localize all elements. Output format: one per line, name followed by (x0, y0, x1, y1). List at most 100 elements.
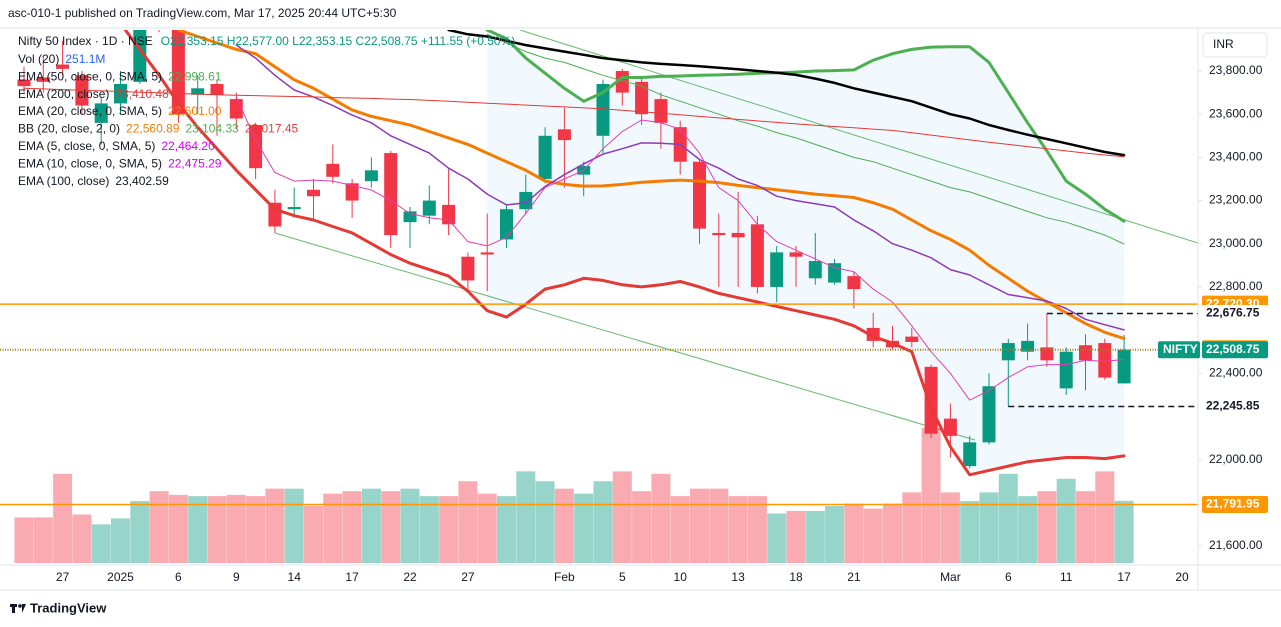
candle-body (770, 252, 784, 287)
volume-bar (747, 496, 767, 563)
legend-value: 22,464.20 (161, 139, 215, 153)
candle-body (422, 200, 436, 216)
price-tag (1202, 305, 1268, 323)
candle-body (1021, 340, 1035, 352)
volume-bar (1037, 491, 1057, 563)
indicator-line (486, 33, 1125, 245)
candle-body (384, 153, 398, 236)
volume-bar (72, 514, 92, 563)
trend-line (519, 30, 1198, 244)
candle-body (56, 64, 70, 69)
legend-value: 22,601.00 (168, 104, 222, 118)
volume-bar (439, 496, 459, 563)
candle-body (943, 418, 957, 436)
volume-bar (149, 491, 169, 563)
candle-body (1040, 347, 1054, 361)
x-tick-label: Feb (554, 570, 575, 584)
candle-body (480, 252, 494, 255)
y-tick-label: 23,800.00 (1209, 63, 1263, 77)
x-tick-label: 9 (233, 570, 240, 584)
x-tick-label: 10 (674, 570, 688, 584)
candle-body (808, 261, 822, 279)
volume-bar (304, 506, 323, 563)
indicator-line (235, 96, 1125, 401)
volume-bar (863, 508, 883, 563)
volume-bar (516, 471, 536, 563)
candle-body (789, 252, 803, 257)
volume-bar (342, 491, 362, 563)
volume-bar (825, 506, 845, 563)
candle-body (210, 83, 224, 95)
legend-name: EMA (20, close, 0, SMA, 5) (18, 104, 162, 118)
candle-body (114, 83, 127, 104)
y-tick-label: 21,600.00 (1209, 538, 1263, 552)
volume-bar (767, 513, 787, 563)
y-tick-label: 22,000.00 (1209, 452, 1263, 466)
volume-bar (381, 491, 401, 563)
x-tick-label: 11 (1060, 570, 1073, 584)
candle-body (191, 88, 205, 95)
x-tick-label: 14 (288, 570, 302, 584)
logo-mark (12, 604, 15, 613)
candle-body (307, 189, 320, 197)
volume-bar (1095, 471, 1115, 563)
volume-bar (1018, 496, 1038, 563)
volume-bar (805, 510, 825, 563)
volume-bar (91, 524, 111, 563)
symbol-tag-label: NIFTY (1163, 342, 1198, 356)
x-tick-label: 6 (1005, 570, 1012, 584)
volume-bar (593, 481, 613, 563)
candle-body (249, 124, 263, 169)
legend-row: BB (20, close, 2, 0) 22,560.89 23,104.33 22… (18, 122, 299, 136)
volume-bar (632, 491, 652, 563)
candle-body (500, 209, 513, 240)
candle-body (364, 170, 378, 182)
candle-body (17, 79, 31, 87)
volume-bar (14, 517, 34, 563)
candle-body (750, 224, 764, 287)
volume-bar (612, 471, 632, 563)
plot-area (0, 30, 1198, 563)
x-tick-label: 6 (175, 570, 182, 584)
legend-row: EMA (20, close, 0, SMA, 5) 22,601.00 (18, 104, 222, 118)
indicator-line (485, 30, 1126, 223)
volume-bar (458, 481, 478, 563)
volume-bar (265, 488, 285, 563)
price-tag-label: 22,676.75 (1206, 306, 1260, 320)
volume-bar (226, 494, 246, 563)
legend-name: EMA (100, close) (18, 174, 109, 188)
volume-bar (921, 428, 941, 563)
legend-row: EMA (200, close) 23,410.48 (18, 87, 169, 101)
x-tick-label: 5 (619, 570, 626, 584)
legend-symbol: Nifty 50 Index · 1D · NSE (18, 34, 153, 48)
volume-bar (400, 488, 420, 563)
x-tick-label: 18 (789, 570, 803, 584)
header-text: asc-010-1 published on TradingView.com, … (8, 6, 397, 20)
candle-body (1079, 345, 1092, 361)
indicator-line (235, 44, 1125, 331)
candle-body (924, 366, 938, 434)
legend-name: EMA (10, close, 0, SMA, 5) (18, 157, 162, 171)
legend-value: 251.1M (65, 52, 105, 66)
y-tick-label: 22,400.00 (1209, 365, 1263, 379)
x-tick-label: 17 (345, 570, 359, 584)
currency-box[interactable] (1202, 32, 1268, 58)
candle-body (442, 204, 456, 225)
volume-bar (690, 488, 709, 563)
candle-body (1117, 349, 1131, 384)
x-tick-label: 27 (56, 570, 70, 584)
volume-bar (207, 496, 227, 563)
price-tag-label: 21,791.95 (1206, 497, 1260, 511)
candle-body (519, 191, 533, 210)
candle-body (693, 161, 706, 229)
volume-bar (902, 492, 922, 563)
x-tick-label: 20 (1175, 570, 1189, 584)
volume-bar (168, 494, 188, 563)
volume-bar (53, 473, 73, 563)
candle-body (461, 256, 475, 281)
candle-body (403, 211, 417, 223)
candle-body (905, 336, 919, 342)
volume-bar (554, 488, 574, 563)
legend-name: EMA (5, close, 0, SMA, 5) (18, 139, 155, 153)
volume-bar (497, 496, 516, 563)
